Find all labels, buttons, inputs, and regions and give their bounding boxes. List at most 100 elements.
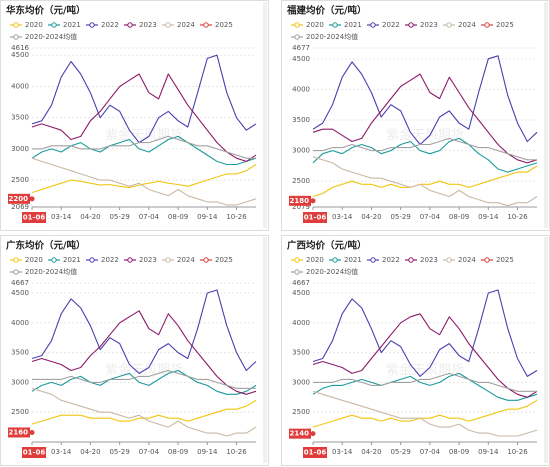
- legend-label: 2022: [101, 21, 119, 29]
- x-tick-label: 04-20: [361, 448, 381, 456]
- legend-label: 2022: [382, 256, 400, 264]
- x-tick-label: 03-14: [332, 213, 353, 221]
- y-tick-label: 3000: [11, 378, 29, 386]
- legend-marker: [165, 257, 171, 263]
- crosshair-x-label: 01-06: [304, 449, 327, 457]
- x-tick-label: 10-26: [226, 448, 247, 456]
- crosshair-x-box: [22, 447, 46, 458]
- point: [310, 431, 316, 437]
- series-line: [312, 289, 538, 377]
- legend-label: 2025: [496, 256, 514, 264]
- legend-marker: [13, 34, 19, 40]
- x-tick-label: 04-20: [80, 213, 100, 221]
- legend-marker: [408, 22, 414, 28]
- y-tick-label: 4500: [292, 289, 310, 297]
- scrollbar: [263, 2, 267, 228]
- y-tick-label: 4677: [292, 44, 310, 52]
- legend-label: 2025: [496, 21, 514, 29]
- x-tick-label: 10-26: [507, 448, 528, 456]
- legend-marker: [13, 257, 19, 263]
- crosshair-y-box: [289, 195, 311, 206]
- series-line: [31, 73, 257, 162]
- legend-marker: [13, 22, 19, 28]
- point: [29, 429, 35, 435]
- legend-marker: [127, 22, 133, 28]
- x-tick-label: 03-14: [332, 448, 353, 456]
- legend-marker: [203, 22, 209, 28]
- x-tick-label: 09-14: [197, 448, 218, 456]
- y-tick-label: 4667: [11, 279, 29, 287]
- y-tick-label: 4000: [292, 85, 310, 93]
- x-tick-label: 07-04: [139, 213, 160, 221]
- y-tick-label: 4500: [292, 55, 310, 63]
- legend-marker: [13, 269, 19, 275]
- legend-label: 2024: [458, 256, 476, 264]
- x-tick-label: 10-26: [507, 213, 528, 221]
- y-tick-label: 4500: [11, 289, 29, 297]
- watermark: 紫金天风期货: [105, 127, 183, 143]
- chart-title: 广西均价（元/吨）: [287, 240, 366, 252]
- crosshair-x-label: 01-06: [304, 214, 327, 222]
- legend-label: 2022: [382, 21, 400, 29]
- legend-marker: [89, 257, 95, 263]
- legend-marker: [408, 257, 414, 263]
- crosshair-x-box: [303, 447, 327, 458]
- crosshair-y-label: 2200: [9, 195, 29, 203]
- legend-marker: [165, 22, 171, 28]
- x-tick-label: 04-20: [361, 213, 381, 221]
- series-line: [31, 157, 257, 206]
- crosshair-x-label: 01-06: [23, 449, 46, 457]
- x-tick-label: 09-14: [197, 213, 218, 221]
- series-line: [32, 369, 256, 389]
- legend-label: 2020-2024均值: [25, 32, 77, 41]
- crosshair-y-box: [8, 193, 30, 204]
- crosshair-x-box: [22, 212, 46, 223]
- y-tick-label: 4000: [292, 319, 310, 327]
- y-tick-label: 3500: [11, 114, 29, 122]
- series-line: [312, 137, 538, 173]
- legend-label: 2025: [215, 256, 233, 264]
- legend-marker: [332, 22, 338, 28]
- legend-label: 2023: [139, 256, 157, 264]
- x-tick-label: 08-09: [168, 448, 188, 456]
- y-tick-label: 3500: [292, 116, 310, 124]
- scrollbar: [263, 237, 267, 463]
- legend-label: 2020: [306, 21, 324, 29]
- legend-marker: [332, 257, 338, 263]
- legend-marker: [484, 257, 490, 263]
- legend-label: 2021: [63, 256, 81, 264]
- legend-marker: [294, 22, 300, 28]
- x-tick-label: 04-20: [80, 448, 100, 456]
- y-tick-label: 4000: [11, 82, 29, 90]
- legend-label: 2020: [306, 256, 324, 264]
- x-tick-label: 03-14: [51, 448, 72, 456]
- legend-label: 2023: [420, 256, 438, 264]
- legend-marker: [294, 257, 300, 263]
- y-tick-label: 2079: [292, 203, 310, 211]
- chart-title: 华东均价（元/吨）: [6, 5, 85, 17]
- series-line: [31, 310, 257, 395]
- series-line: [312, 372, 538, 401]
- x-tick-label: 08-09: [168, 213, 188, 221]
- series-line: [312, 399, 538, 428]
- x-tick-label: 03-14: [51, 213, 72, 221]
- legend-label: 2021: [63, 21, 81, 29]
- y-tick-label: 2500: [292, 408, 310, 416]
- legend-label: 2024: [458, 21, 476, 29]
- chart-title: 福建均价（元/吨）: [286, 5, 366, 17]
- legend-marker: [127, 257, 133, 263]
- legend-label: 2023: [420, 21, 438, 29]
- y-tick-label: 4616: [11, 44, 29, 52]
- series-line: [312, 156, 538, 207]
- x-tick-label: 10-26: [226, 213, 247, 221]
- legend-label: 2023: [139, 21, 157, 29]
- x-tick-label: 08-09: [449, 448, 469, 456]
- scrollbar: [544, 2, 548, 228]
- x-tick-label: 07-04: [139, 448, 160, 456]
- y-tick-label: 2500: [11, 408, 29, 416]
- series-line: [32, 135, 256, 159]
- legend-marker: [51, 257, 57, 263]
- series-line: [31, 369, 257, 395]
- chart-title: 广东均价（元/吨）: [6, 240, 85, 252]
